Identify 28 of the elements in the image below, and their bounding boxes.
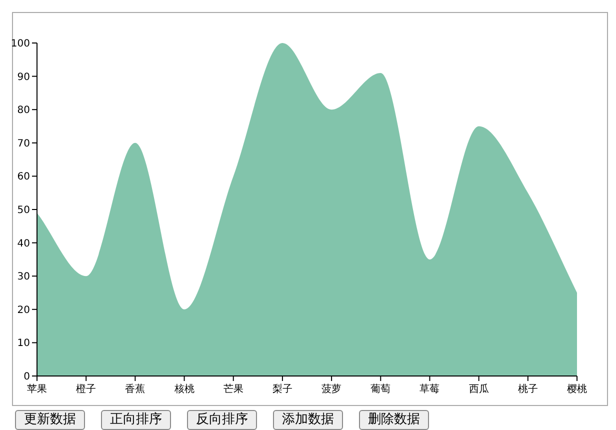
x-tick-label: 梨子 xyxy=(272,383,292,395)
y-tick-label: 80 xyxy=(17,105,30,116)
y-tick-label: 0 xyxy=(24,372,30,382)
x-tick-label: 苹果 xyxy=(27,383,47,395)
x-tick-label: 樱桃 xyxy=(567,383,587,395)
y-tick-label: 50 xyxy=(17,205,30,216)
text: 添加数据 xyxy=(273,410,343,430)
y-tick-label: 90 xyxy=(17,72,30,83)
text: 反向排序 xyxy=(187,410,257,430)
y-tick-label: 40 xyxy=(17,238,30,250)
x-tick-label: 芒果 xyxy=(223,383,244,395)
y-tick-label: 60 xyxy=(17,172,30,183)
x-tick-label: 葡萄 xyxy=(370,383,391,395)
y-tick-label: 30 xyxy=(17,272,30,283)
x-tick-label: 西瓜 xyxy=(468,383,489,395)
y-tick-label: 70 xyxy=(17,138,30,150)
x-tick-label: 橙子 xyxy=(76,383,96,395)
x-tick-label: 核桃 xyxy=(173,383,194,395)
x-tick-label: 菠萝 xyxy=(322,383,342,395)
text: 正向排序 xyxy=(101,410,171,430)
y-tick-label: 20 xyxy=(17,304,30,316)
y-tick-label: 100 xyxy=(10,38,30,50)
x-tick-label: 香蕉 xyxy=(125,383,146,395)
x-tick-label: 草莓 xyxy=(420,383,440,395)
x-tick-label: 桃子 xyxy=(518,383,538,395)
text: 更新数据 xyxy=(15,410,85,430)
text: 删除数据 xyxy=(359,410,429,430)
y-tick-label: 10 xyxy=(17,338,30,350)
